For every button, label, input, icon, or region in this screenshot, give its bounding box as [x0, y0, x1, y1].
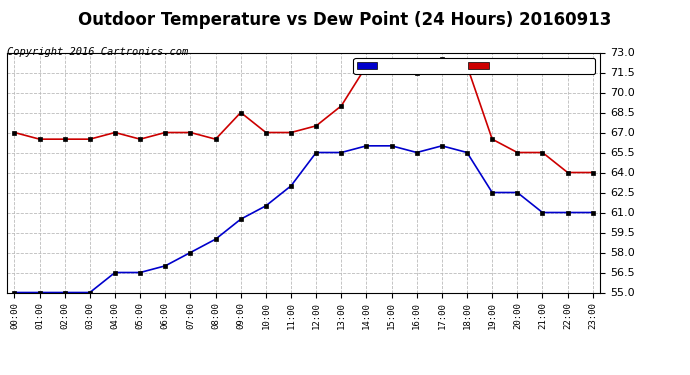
Legend: Dew Point (°F), Temperature (°F): Dew Point (°F), Temperature (°F): [353, 58, 595, 74]
Text: Outdoor Temperature vs Dew Point (24 Hours) 20160913: Outdoor Temperature vs Dew Point (24 Hou…: [78, 11, 612, 29]
Text: Copyright 2016 Cartronics.com: Copyright 2016 Cartronics.com: [7, 47, 188, 57]
